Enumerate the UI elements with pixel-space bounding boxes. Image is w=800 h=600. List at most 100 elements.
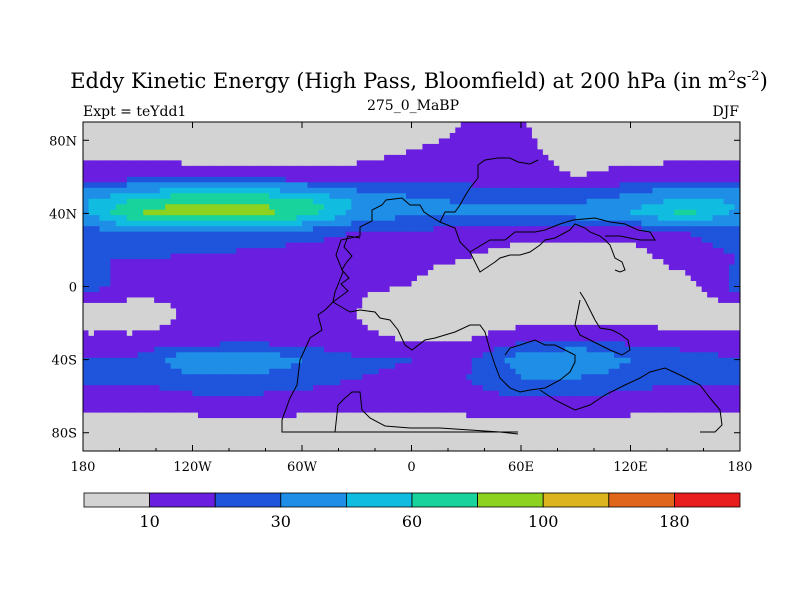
heatmap-cell: [99, 171, 106, 178]
heatmap-cell: [197, 209, 205, 216]
heatmap-cell: [471, 226, 478, 233]
heatmap-cell: [230, 231, 237, 238]
heatmap-cell: [269, 319, 276, 326]
heatmap-cell: [559, 335, 566, 342]
heatmap-cell: [701, 319, 708, 326]
heatmap-cell: [422, 143, 429, 151]
heatmap-cell: [614, 286, 621, 293]
heatmap-cell: [225, 209, 232, 216]
heatmap-cell: [389, 253, 396, 260]
heatmap-cell: [646, 122, 653, 129]
heatmap-cell: [690, 341, 697, 348]
heatmap-cell: [241, 259, 248, 266]
heatmap-cell: [586, 165, 593, 172]
heatmap-cell: [679, 297, 686, 304]
heatmap-cell: [258, 297, 265, 304]
heatmap-cell: [274, 313, 281, 320]
heatmap-cell: [208, 335, 215, 342]
heatmap-cell: [406, 149, 413, 156]
heatmap-cell: [652, 302, 659, 310]
heatmap-cell: [225, 138, 232, 145]
heatmap-cell: [674, 275, 681, 282]
heatmap-cell: [510, 324, 517, 331]
heatmap-cell: [542, 143, 549, 151]
heatmap-cell: [252, 187, 259, 194]
heatmap-cell: [614, 270, 621, 277]
heatmap-cell: [559, 308, 566, 315]
heatmap-cell: [723, 324, 730, 331]
heatmap-cell: [548, 324, 555, 331]
heatmap-cell: [137, 149, 144, 156]
heatmap-cell: [258, 319, 265, 326]
heatmap-cell: [701, 154, 708, 161]
heatmap-cell: [93, 319, 101, 326]
heatmap-cell: [181, 176, 188, 183]
heatmap-cell: [499, 259, 506, 266]
heatmap-cell: [471, 176, 478, 183]
heatmap-cell: [296, 281, 303, 288]
heatmap-cell: [197, 187, 205, 194]
heatmap-cell: [406, 346, 413, 353]
heatmap-cell: [460, 160, 467, 167]
heatmap-cell: [307, 220, 314, 227]
heatmap-cell: [471, 330, 478, 337]
heatmap-cell: [553, 122, 560, 129]
heatmap-cell: [406, 286, 413, 293]
heatmap-cell: [674, 193, 681, 200]
heatmap-cell: [406, 165, 413, 172]
heatmap-cell: [400, 286, 407, 293]
heatmap-cell: [685, 193, 692, 200]
heatmap-cell: [367, 165, 374, 172]
heatmap-cell: [493, 209, 500, 216]
heatmap-cell: [608, 237, 615, 244]
heatmap-cell: [208, 308, 215, 315]
heatmap-cell: [471, 335, 478, 342]
heatmap-cell: [307, 341, 314, 348]
heatmap-cell: [471, 291, 478, 299]
heatmap-cell: [734, 187, 740, 194]
heatmap-cell: [356, 215, 363, 222]
heatmap-cell: [592, 302, 599, 310]
heatmap-cell: [734, 143, 740, 151]
heatmap-cell: [247, 346, 254, 353]
heatmap-cell: [564, 237, 571, 244]
heatmap-cell: [137, 154, 144, 161]
heatmap-cell: [345, 286, 352, 293]
heatmap-cell: [329, 209, 336, 216]
heatmap-cell: [635, 281, 643, 288]
heatmap-field: [83, 122, 740, 451]
heatmap-cell: [411, 291, 418, 299]
heatmap-cell: [663, 149, 670, 156]
heatmap-cell: [406, 264, 413, 271]
heatmap-cell: [712, 286, 719, 293]
heatmap-cell: [646, 313, 653, 320]
heatmap-cell: [126, 198, 133, 205]
heatmap-cell: [499, 253, 506, 260]
heatmap-cell: [389, 220, 396, 227]
heatmap-cell: [143, 176, 150, 183]
heatmap-cell: [504, 308, 511, 315]
heatmap-cell: [143, 264, 150, 271]
heatmap-cell: [570, 127, 577, 134]
heatmap-cell: [110, 291, 117, 299]
heatmap-cell: [318, 335, 325, 342]
heatmap-cell: [302, 286, 309, 293]
heatmap-cell: [285, 335, 292, 342]
heatmap-cell: [378, 324, 385, 331]
heatmap-cell: [466, 132, 473, 140]
heatmap-cell: [553, 209, 560, 216]
heatmap-cell: [729, 182, 736, 189]
heatmap-cell: [93, 313, 101, 320]
heatmap-cell: [247, 127, 254, 134]
heatmap-cell: [614, 198, 621, 205]
heatmap-cell: [115, 259, 122, 266]
heatmap-cell: [575, 248, 582, 255]
heatmap-cell: [340, 165, 347, 172]
heatmap-cell: [192, 149, 199, 156]
heatmap-cell: [165, 127, 172, 134]
heatmap-cell: [466, 165, 473, 172]
heatmap-cell: [181, 193, 188, 200]
heatmap-cell: [416, 275, 424, 282]
heatmap-cell: [143, 171, 150, 178]
heatmap-cell: [165, 341, 172, 348]
